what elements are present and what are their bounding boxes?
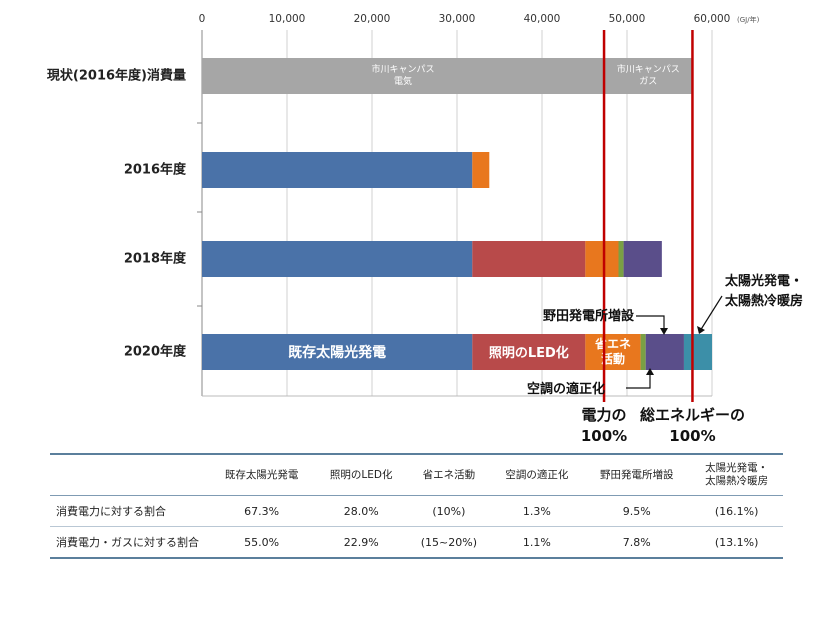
- segment-label: 省エネ: [594, 336, 631, 351]
- x-tick-label: 40,000: [524, 13, 561, 25]
- table-header-blank: [50, 454, 208, 496]
- callout-leader: [636, 315, 665, 331]
- ratio-table: 既存太陽光発電 照明のLED化 省エネ活動 空調の適正化 野田発電所増設 太陽光…: [50, 453, 783, 559]
- table-cell: 1.1%: [522, 535, 551, 549]
- callout-label: 野田発電所増設: [543, 308, 635, 324]
- bar-segment: [604, 58, 693, 94]
- callout-arrowhead: [660, 328, 668, 335]
- x-tick-label: 0: [199, 13, 206, 25]
- reference-line-label: 総エネルギーの: [640, 406, 745, 424]
- ratio-table-container: 既存太陽光発電 照明のLED化 省エネ活動 空調の適正化 野田発電所増設 太陽光…: [50, 453, 783, 559]
- table-row: 消費電力に対する割合 67.3% 28.0% (10%) 1.3% 9.5% (…: [50, 496, 783, 527]
- bar-segment: [202, 334, 473, 370]
- bar-segment: [585, 241, 619, 277]
- segment-label: 市川キャンパス: [617, 63, 680, 75]
- segment-label: 電気: [394, 75, 412, 87]
- callout-label: 太陽熱冷暖房: [724, 293, 803, 309]
- category-label: 2018年度: [124, 251, 187, 267]
- segment-label: 活動: [601, 351, 625, 366]
- callout-leader: [699, 295, 723, 332]
- bar-segment: [202, 58, 605, 94]
- table-header-solar-thermal: 太陽光発電・ 太陽熱冷暖房: [705, 462, 769, 487]
- x-tick-label: 60,000: [694, 13, 731, 25]
- table-cell: (10%): [432, 504, 466, 518]
- table-header-row: 既存太陽光発電 照明のLED化 省エネ活動 空調の適正化 野田発電所増設 太陽光…: [50, 454, 783, 496]
- table-cell: 1.3%: [522, 504, 551, 518]
- bar-segment: [683, 334, 712, 370]
- callout-arrowhead: [646, 368, 654, 375]
- table-cell: 55.0%: [244, 535, 280, 549]
- table-header-noda: 野田発電所増設: [600, 468, 674, 481]
- bar-segment: [645, 334, 684, 370]
- segment-label: 既存太陽光発電: [288, 344, 386, 361]
- table-cell: 22.9%: [343, 535, 379, 549]
- reference-line-label: 電力の: [582, 406, 627, 424]
- unit-label: (GJ/年): [737, 15, 760, 24]
- segment-label: 市川キャンパス: [372, 63, 435, 75]
- category-label: 現状(2016年度)消費量: [47, 68, 186, 84]
- bar-segment: [202, 152, 473, 188]
- table-header-led: 照明のLED化: [329, 468, 393, 481]
- energy-chart: 0 10,000 20,000 30,000 40,000 50,000 60,000 (GJ…: [47, 13, 803, 445]
- bar-segment: [472, 152, 490, 188]
- table-header-existing-solar: 既存太陽光発電: [224, 468, 299, 481]
- table-cell: 9.5%: [622, 504, 651, 518]
- table-cell: 7.8%: [622, 535, 651, 549]
- reference-line-label: 100%: [581, 427, 627, 445]
- callout-leader: [626, 372, 651, 389]
- segment-label: 照明のLED化: [489, 345, 569, 361]
- x-tick-label: 50,000: [609, 13, 646, 25]
- table-cell: (16.1%): [714, 504, 759, 518]
- bar-segment: [472, 334, 586, 370]
- table-row-label: 消費電力に対する割合: [56, 505, 166, 518]
- table-cell: (13.1%): [714, 535, 759, 549]
- callout-label: 太陽光発電・: [724, 273, 803, 289]
- callout-arrowhead: [697, 326, 705, 334]
- table-cell: (15~20%): [420, 535, 477, 549]
- bar-segment: [202, 241, 473, 277]
- x-tick-label: 10,000: [269, 13, 306, 25]
- table-row: 消費電力・ガスに対する割合 55.0% 22.9% (15~20%) 1.1% …: [50, 527, 783, 558]
- bar-segment: [623, 241, 662, 277]
- bar-segment: [640, 334, 646, 370]
- table-cell: 28.0%: [343, 504, 379, 518]
- category-label: 2016年度: [124, 162, 187, 178]
- table-header-activity: 省エネ活動: [422, 468, 476, 481]
- bar-segment: [618, 241, 624, 277]
- bar-segment: [472, 241, 586, 277]
- category-label: 2020年度: [124, 344, 187, 360]
- callout-label: 空調の適正化: [527, 381, 605, 397]
- bar-segment: [585, 334, 641, 370]
- table-row-label: 消費電力・ガスに対する割合: [56, 536, 199, 549]
- x-tick-label: 30,000: [439, 13, 476, 25]
- reference-line-label: 100%: [669, 427, 715, 445]
- table-header-aircon: 空調の適正化: [505, 468, 569, 481]
- x-tick-label: 20,000: [354, 13, 391, 25]
- table-cell: 67.3%: [244, 504, 280, 518]
- segment-label: ガス: [639, 76, 657, 87]
